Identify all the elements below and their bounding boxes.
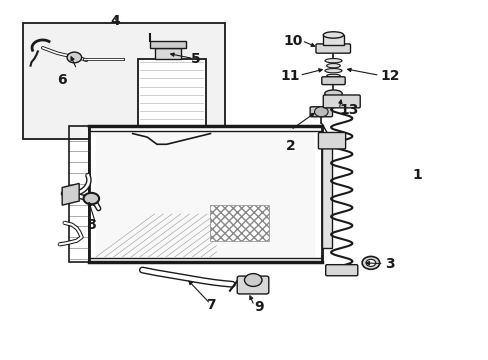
Text: 1: 1 [411,168,421,182]
Ellipse shape [324,90,342,97]
Ellipse shape [326,64,340,68]
Text: 8: 8 [86,218,96,231]
Circle shape [67,52,81,63]
Bar [322,141,331,248]
Ellipse shape [323,32,343,38]
Text: 13: 13 [339,103,358,117]
FancyBboxPatch shape [315,44,350,53]
Text: 9: 9 [254,300,264,314]
Circle shape [366,259,375,266]
Text: 12: 12 [380,69,399,84]
Bar [69,126,89,262]
Bar [149,41,186,48]
Ellipse shape [325,59,341,63]
Text: 4: 4 [111,14,120,28]
Text: 7: 7 [205,298,215,312]
Text: 2: 2 [285,139,295,153]
Polygon shape [62,184,79,205]
Text: 6: 6 [57,73,67,87]
Ellipse shape [325,68,341,73]
Text: 10: 10 [283,34,302,48]
FancyBboxPatch shape [323,95,360,108]
Bar [96,132,314,257]
Bar [89,126,322,262]
Bar [154,48,181,59]
Text: 11: 11 [280,69,300,84]
Text: 3: 3 [385,257,394,271]
FancyBboxPatch shape [321,77,345,85]
Bar [137,59,205,126]
Circle shape [83,193,99,204]
Circle shape [244,274,262,287]
FancyBboxPatch shape [309,107,332,117]
Circle shape [362,256,379,269]
Bar [323,35,343,45]
FancyBboxPatch shape [237,276,268,294]
Ellipse shape [326,74,340,77]
Bar [210,205,268,241]
Circle shape [314,107,327,117]
Text: 5: 5 [191,51,201,66]
FancyBboxPatch shape [318,132,345,149]
FancyBboxPatch shape [325,265,357,276]
Bar [23,23,224,139]
